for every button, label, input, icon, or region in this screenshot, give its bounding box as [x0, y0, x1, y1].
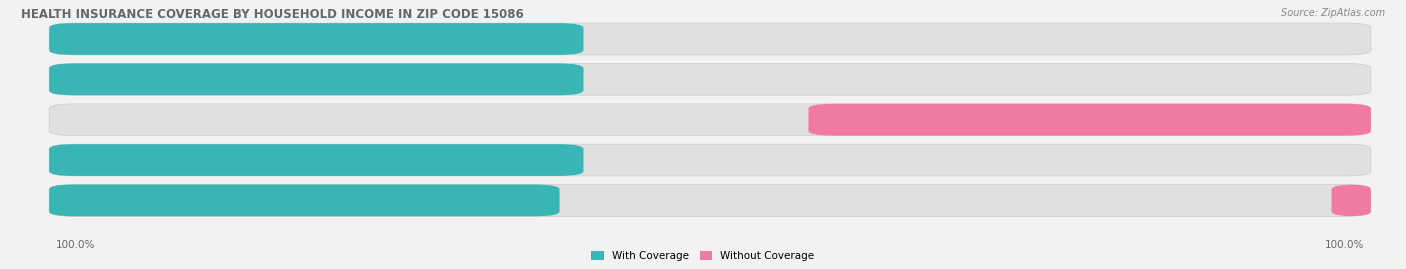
Text: Source: ZipAtlas.com: Source: ZipAtlas.com — [1281, 8, 1385, 18]
Text: 0.0%: 0.0% — [823, 74, 852, 84]
Text: 4.6%: 4.6% — [1331, 195, 1361, 206]
Text: 100.0%: 100.0% — [112, 155, 156, 165]
Text: 0.0%: 0.0% — [823, 155, 852, 165]
Text: $25,000 to $49,999: $25,000 to $49,999 — [652, 73, 740, 86]
Text: $75,000 to $99,999: $75,000 to $99,999 — [652, 154, 740, 167]
Text: 95.4%: 95.4% — [112, 195, 149, 206]
Text: 100.0%: 100.0% — [112, 34, 156, 44]
Text: 0.0%: 0.0% — [823, 34, 852, 44]
Text: $100,000 and over: $100,000 and over — [647, 195, 745, 206]
Text: HEALTH INSURANCE COVERAGE BY HOUSEHOLD INCOME IN ZIP CODE 15086: HEALTH INSURANCE COVERAGE BY HOUSEHOLD I… — [21, 8, 524, 21]
Text: 100.0%: 100.0% — [1264, 115, 1308, 125]
Text: 100.0%: 100.0% — [56, 240, 96, 250]
Text: Under $25,000: Under $25,000 — [657, 34, 735, 44]
Text: 4.6%: 4.6% — [830, 195, 859, 206]
Text: 100.0%: 100.0% — [112, 74, 156, 84]
Text: $50,000 to $74,999: $50,000 to $74,999 — [652, 113, 740, 126]
Text: 0.0%: 0.0% — [540, 115, 569, 125]
Legend: With Coverage, Without Coverage: With Coverage, Without Coverage — [592, 251, 814, 261]
Text: 100.0%: 100.0% — [1324, 240, 1364, 250]
